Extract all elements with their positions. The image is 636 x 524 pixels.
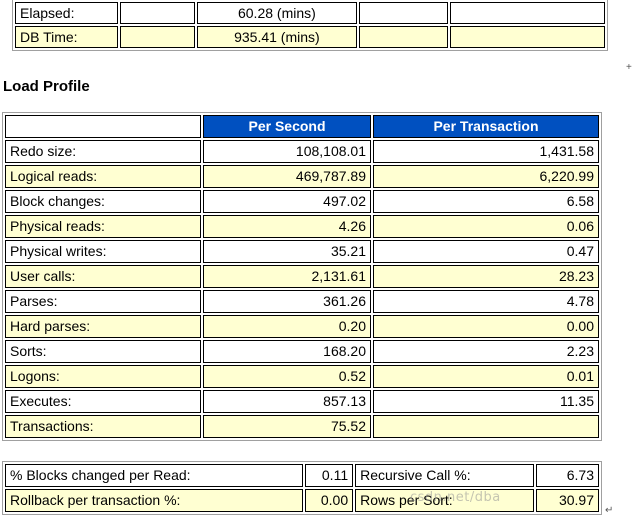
table-row: Elapsed: 60.28 (mins) [15,2,605,24]
per-second-value: 857.13 [203,390,371,413]
per-transaction-value [373,415,599,438]
edit-mark: + [626,62,632,73]
per-transaction-value: 28.23 [373,265,599,288]
table-row: Hard parses: 0.20 0.00 [5,315,599,338]
table-row: Executes: 857.13 11.35 [5,390,599,413]
per-transaction-value: 6,220.99 [373,165,599,188]
metric-label: Transactions: [5,415,201,438]
per-transaction-value: 0.01 [373,365,599,388]
per-second-value: 75.52 [203,415,371,438]
ratio-value: 30.97 [536,489,599,512]
table-row: Rollback per transaction %: 0.00 Rows pe… [5,489,599,512]
metric-label: Hard parses: [5,315,201,338]
per-transaction-value: 1,431.58 [373,140,599,163]
per-second-value: 108,108.01 [203,140,371,163]
table-row: Block changes: 497.02 6.58 [5,190,599,213]
table-row: Parses: 361.26 4.78 [5,290,599,313]
empty-cell [449,2,605,24]
row-label: Elapsed: [15,2,119,24]
ratio-label: % Blocks changed per Read: [5,464,304,487]
metric-label: Parses: [5,290,201,313]
metric-label: Physical reads: [5,215,201,238]
time-summary-table: Elapsed: 60.28 (mins) DB Time: 935.41 (m… [12,0,608,51]
table-row: Logical reads: 469,787.89 6,220.99 [5,165,599,188]
section-title: Load Profile [3,78,90,95]
per-transaction-value: 11.35 [373,390,599,413]
table-row: DB Time: 935.41 (mins) [15,26,605,48]
ratio-value: 0.11 [305,464,354,487]
per-transaction-value: 0.00 [373,315,599,338]
table-row: Logons: 0.52 0.01 [5,365,599,388]
ratio-table: % Blocks changed per Read: 0.11 Recursiv… [2,461,602,515]
column-header-per-second: Per Second [203,115,371,138]
per-second-value: 35.21 [203,240,371,263]
row-value: 60.28 (mins) [196,2,357,24]
header-row: Per Second Per Transaction [5,115,599,138]
metric-label: User calls: [5,265,201,288]
empty-cell [359,26,448,48]
metric-label: Physical writes: [5,240,201,263]
per-second-value: 0.52 [203,365,371,388]
per-second-value: 4.26 [203,215,371,238]
empty-cell [359,2,448,24]
paragraph-mark: ↵ [605,505,614,516]
per-transaction-value: 4.78 [373,290,599,313]
per-second-value: 168.20 [203,340,371,363]
row-value: 935.41 (mins) [196,26,357,48]
per-second-value: 0.20 [203,315,371,338]
table-row: Sorts: 168.20 2.23 [5,340,599,363]
table-row: Physical reads: 4.26 0.06 [5,215,599,238]
table-row: % Blocks changed per Read: 0.11 Recursiv… [5,464,599,487]
ratio-label: Recursive Call %: [355,464,535,487]
watermark-text: csdn.net/dba [410,490,501,505]
metric-label: Redo size: [5,140,201,163]
ratio-label: Rollback per transaction %: [5,489,304,512]
ratio-value: 6.73 [536,464,599,487]
metric-label: Logons: [5,365,201,388]
per-transaction-value: 2.23 [373,340,599,363]
per-transaction-value: 0.47 [373,240,599,263]
metric-label: Block changes: [5,190,201,213]
empty-cell [449,26,605,48]
per-transaction-value: 6.58 [373,190,599,213]
table-row: Redo size: 108,108.01 1,431.58 [5,140,599,163]
table-row: Transactions: 75.52 [5,415,599,438]
per-second-value: 361.26 [203,290,371,313]
table-row: Physical writes: 35.21 0.47 [5,240,599,263]
row-label: DB Time: [15,26,119,48]
metric-label: Sorts: [5,340,201,363]
ratio-value: 0.00 [305,489,354,512]
empty-cell [120,26,195,48]
table-row: User calls: 2,131.61 28.23 [5,265,599,288]
metric-label: Executes: [5,390,201,413]
empty-cell [120,2,195,24]
column-header-per-transaction: Per Transaction [373,115,599,138]
metric-label: Logical reads: [5,165,201,188]
load-profile-table: Per Second Per Transaction Redo size: 108… [2,112,602,441]
ratio-label: Rows per Sort: [355,489,535,512]
empty-header-cell [5,115,201,138]
per-second-value: 469,787.89 [203,165,371,188]
per-second-value: 2,131.61 [203,265,371,288]
per-second-value: 497.02 [203,190,371,213]
per-transaction-value: 0.06 [373,215,599,238]
